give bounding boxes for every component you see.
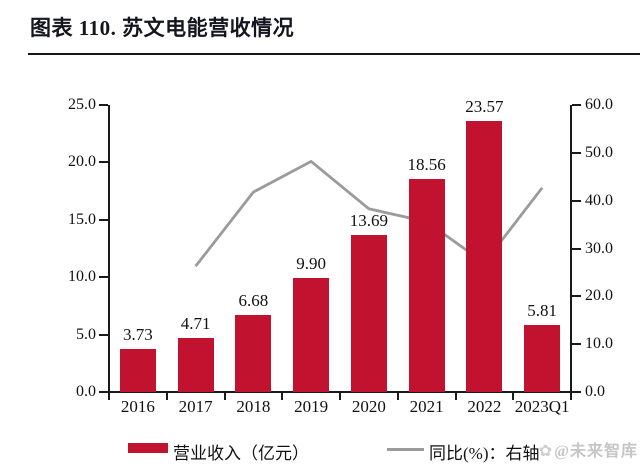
x-axis-tick: [454, 393, 457, 400]
right-axis-tick: [572, 247, 581, 250]
x-axis-label: 2021: [409, 397, 444, 416]
revenue-bar: [466, 121, 503, 392]
x-axis-tick: [223, 393, 226, 400]
right-axis-tick: [572, 391, 581, 393]
x-axis-tick: [570, 393, 572, 400]
right-axis-line: [570, 105, 572, 393]
bar-value-label: 4.71: [180, 313, 211, 333]
title-rule: [28, 53, 640, 55]
left-axis-tick-label: 15.0: [68, 210, 96, 228]
bar-value-label: 5.81: [527, 301, 557, 321]
revenue-bar: [177, 337, 214, 392]
right-axis-tick-label: 40.0: [585, 191, 613, 209]
left-axis-tick-label: 20.0: [68, 153, 96, 171]
x-axis-tick: [108, 393, 110, 400]
right-axis-tick: [572, 199, 581, 202]
bar-value-label: 13.69: [349, 210, 388, 230]
right-axis-tick: [572, 343, 581, 346]
right-axis-tick-label: 20.0: [585, 287, 613, 305]
flower-logo-icon: ✿: [538, 443, 554, 460]
x-axis-tick: [281, 393, 284, 400]
revenue-bar: [235, 315, 272, 392]
right-axis-tick: [572, 151, 581, 154]
left-axis-tick: [99, 104, 108, 106]
bar-value-label: 6.68: [238, 291, 269, 311]
left-axis-tick: [99, 161, 108, 164]
watermark: ✿@未来智库: [539, 437, 638, 461]
bar-value-label: 23.57: [465, 97, 504, 117]
left-axis-tick: [99, 276, 108, 279]
legend-bar-label: 营业收入（亿元）: [173, 444, 309, 463]
revenue-bar: [524, 325, 561, 392]
x-axis-label: 2017: [178, 397, 213, 416]
x-axis-tick: [165, 393, 168, 400]
legend-bar-swatch-icon: [128, 443, 168, 453]
left-axis-tick-label: 5.0: [76, 325, 96, 343]
x-axis-label: 2020: [351, 397, 386, 416]
left-axis-tick-label: 0.0: [76, 383, 96, 400]
x-axis-label: 2019: [294, 397, 329, 416]
x-axis-tick: [512, 393, 515, 400]
figure-title: 图表 110. 苏文电能营收情况: [30, 16, 295, 40]
right-axis-tick: [572, 104, 581, 106]
bottom-axis-line: [108, 391, 572, 393]
right-axis-tick-label: 30.0: [585, 239, 613, 257]
left-axis-tick: [99, 333, 108, 336]
right-axis-tick-label: 0.0: [585, 383, 605, 400]
bar-value-label: 3.73: [123, 325, 153, 345]
right-axis-tick-label: 60.0: [585, 96, 613, 113]
left-axis-tick: [99, 391, 108, 393]
revenue-bar: [293, 278, 330, 392]
right-axis-tick: [572, 295, 581, 298]
legend-line-swatch-icon: [387, 448, 424, 451]
x-axis-label: 2023Q1: [514, 397, 570, 416]
right-axis-tick-label: 50.0: [585, 143, 613, 161]
x-axis-label: 2018: [236, 397, 271, 416]
x-axis-label: 2016: [120, 397, 155, 416]
right-axis-tick-label: 10.0: [585, 335, 613, 353]
left-axis-tick-label: 10.0: [68, 268, 96, 286]
bar-value-label: 9.90: [296, 254, 326, 274]
revenue-bar: [119, 349, 156, 392]
x-axis-tick: [339, 393, 341, 400]
bar-value-label: 18.56: [407, 154, 446, 174]
left-axis-line: [108, 105, 110, 393]
watermark-text: @未来智库: [554, 443, 638, 460]
left-axis-tick-label: 25.0: [68, 96, 96, 113]
legend-line-label: 同比(%)：右轴: [429, 444, 540, 463]
revenue-bar: [408, 178, 445, 392]
left-axis-tick: [99, 218, 108, 221]
revenue-bar: [350, 234, 387, 392]
x-axis-tick: [396, 393, 399, 400]
x-axis-label: 2022: [467, 397, 502, 416]
